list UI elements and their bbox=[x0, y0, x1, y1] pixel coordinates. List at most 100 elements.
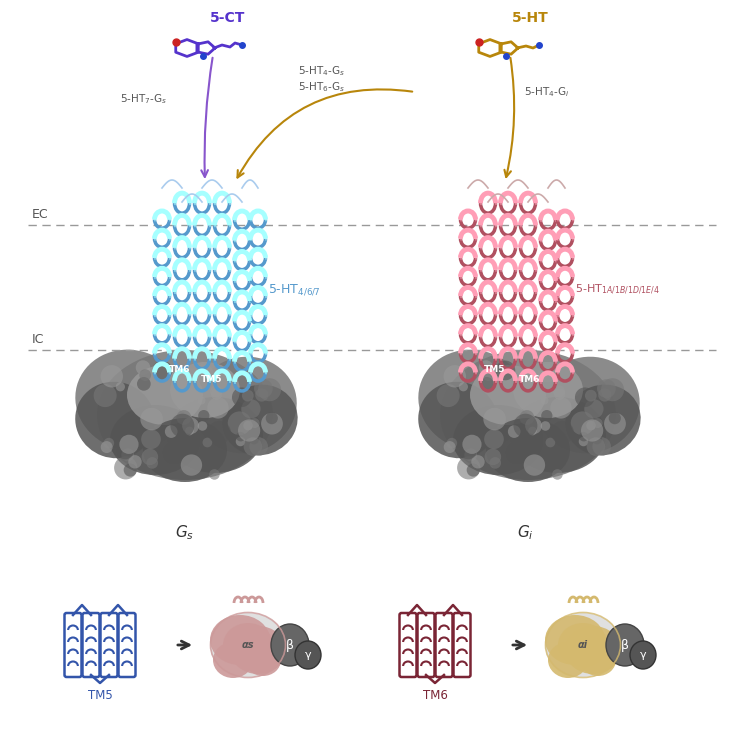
Ellipse shape bbox=[470, 365, 546, 425]
Circle shape bbox=[182, 417, 199, 434]
Circle shape bbox=[119, 434, 138, 454]
Circle shape bbox=[496, 360, 516, 380]
Circle shape bbox=[241, 399, 260, 419]
Circle shape bbox=[181, 454, 202, 476]
Circle shape bbox=[581, 420, 603, 442]
Text: γ: γ bbox=[640, 650, 647, 660]
Circle shape bbox=[94, 384, 117, 407]
Circle shape bbox=[128, 455, 141, 468]
Circle shape bbox=[249, 434, 259, 444]
Ellipse shape bbox=[295, 641, 321, 669]
Circle shape bbox=[528, 427, 537, 435]
Circle shape bbox=[459, 382, 468, 391]
Ellipse shape bbox=[222, 385, 298, 455]
Text: 5-HT$_{1A/1B/1D/1E/4}$: 5-HT$_{1A/1B/1D/1E/4}$ bbox=[575, 283, 660, 297]
Circle shape bbox=[551, 421, 574, 444]
Ellipse shape bbox=[245, 644, 281, 676]
Circle shape bbox=[255, 388, 269, 402]
Ellipse shape bbox=[127, 365, 203, 425]
Circle shape bbox=[464, 448, 477, 461]
Ellipse shape bbox=[210, 613, 286, 677]
Text: TM5: TM5 bbox=[88, 689, 112, 702]
Circle shape bbox=[484, 408, 506, 431]
Circle shape bbox=[609, 412, 621, 424]
Text: αi: αi bbox=[578, 640, 588, 650]
Circle shape bbox=[551, 397, 571, 419]
Text: TM6: TM6 bbox=[169, 366, 190, 374]
Circle shape bbox=[571, 411, 594, 435]
Circle shape bbox=[124, 463, 137, 477]
Circle shape bbox=[266, 412, 278, 424]
Text: 5-HT$_4$-G$_i$: 5-HT$_4$-G$_i$ bbox=[524, 85, 569, 99]
Circle shape bbox=[208, 421, 231, 444]
Circle shape bbox=[153, 360, 173, 380]
Circle shape bbox=[515, 383, 526, 394]
Ellipse shape bbox=[143, 418, 227, 482]
Circle shape bbox=[482, 369, 494, 381]
Text: β: β bbox=[621, 639, 629, 651]
Circle shape bbox=[597, 380, 616, 398]
Ellipse shape bbox=[558, 623, 608, 667]
Circle shape bbox=[480, 377, 494, 391]
Circle shape bbox=[243, 437, 262, 456]
Circle shape bbox=[258, 378, 281, 401]
Circle shape bbox=[103, 438, 114, 448]
Text: αs: αs bbox=[242, 640, 254, 650]
Text: 5-HT$_7$-G$_s$: 5-HT$_7$-G$_s$ bbox=[120, 92, 167, 106]
Circle shape bbox=[443, 441, 455, 453]
Circle shape bbox=[598, 388, 612, 402]
Text: TM5: TM5 bbox=[484, 366, 506, 374]
Ellipse shape bbox=[170, 362, 240, 418]
Ellipse shape bbox=[223, 623, 273, 667]
Circle shape bbox=[437, 384, 460, 407]
Text: EC: EC bbox=[32, 208, 48, 221]
Ellipse shape bbox=[545, 615, 605, 665]
Ellipse shape bbox=[167, 397, 263, 473]
Ellipse shape bbox=[193, 357, 297, 454]
Circle shape bbox=[117, 443, 134, 460]
Ellipse shape bbox=[513, 362, 583, 418]
Text: TM6: TM6 bbox=[423, 689, 447, 702]
Ellipse shape bbox=[418, 382, 498, 458]
Ellipse shape bbox=[453, 405, 543, 475]
Circle shape bbox=[250, 418, 260, 428]
Circle shape bbox=[116, 382, 125, 391]
Circle shape bbox=[100, 441, 112, 453]
Ellipse shape bbox=[536, 357, 640, 454]
Circle shape bbox=[586, 437, 605, 456]
Circle shape bbox=[575, 388, 594, 407]
Circle shape bbox=[604, 413, 626, 434]
Text: 5-HT$_6$-G$_s$: 5-HT$_6$-G$_s$ bbox=[298, 80, 345, 94]
Circle shape bbox=[211, 388, 222, 400]
Circle shape bbox=[540, 397, 548, 405]
Circle shape bbox=[172, 383, 183, 394]
Circle shape bbox=[236, 432, 246, 442]
Text: 5-HT$_{4/6/7}$: 5-HT$_{4/6/7}$ bbox=[268, 283, 321, 297]
Circle shape bbox=[457, 457, 481, 480]
Circle shape bbox=[484, 448, 501, 465]
Text: 5-HT$_4$-G$_s$: 5-HT$_4$-G$_s$ bbox=[298, 64, 345, 78]
Circle shape bbox=[508, 425, 521, 438]
Circle shape bbox=[541, 421, 551, 431]
Circle shape bbox=[197, 397, 205, 405]
Circle shape bbox=[238, 420, 260, 442]
Circle shape bbox=[525, 417, 542, 434]
Circle shape bbox=[471, 455, 484, 468]
Text: IC: IC bbox=[32, 333, 45, 346]
Ellipse shape bbox=[230, 626, 286, 674]
Circle shape bbox=[195, 364, 214, 383]
Circle shape bbox=[579, 432, 589, 442]
Text: β: β bbox=[286, 639, 294, 651]
Circle shape bbox=[524, 454, 545, 476]
Circle shape bbox=[545, 437, 555, 447]
Text: TM5: TM5 bbox=[201, 375, 222, 385]
Ellipse shape bbox=[630, 641, 656, 669]
Circle shape bbox=[249, 437, 268, 456]
Circle shape bbox=[141, 448, 158, 465]
Circle shape bbox=[522, 436, 533, 448]
Circle shape bbox=[506, 443, 523, 461]
Circle shape bbox=[593, 418, 603, 428]
Text: γ: γ bbox=[305, 650, 311, 660]
Circle shape bbox=[137, 377, 151, 391]
Circle shape bbox=[254, 380, 273, 398]
